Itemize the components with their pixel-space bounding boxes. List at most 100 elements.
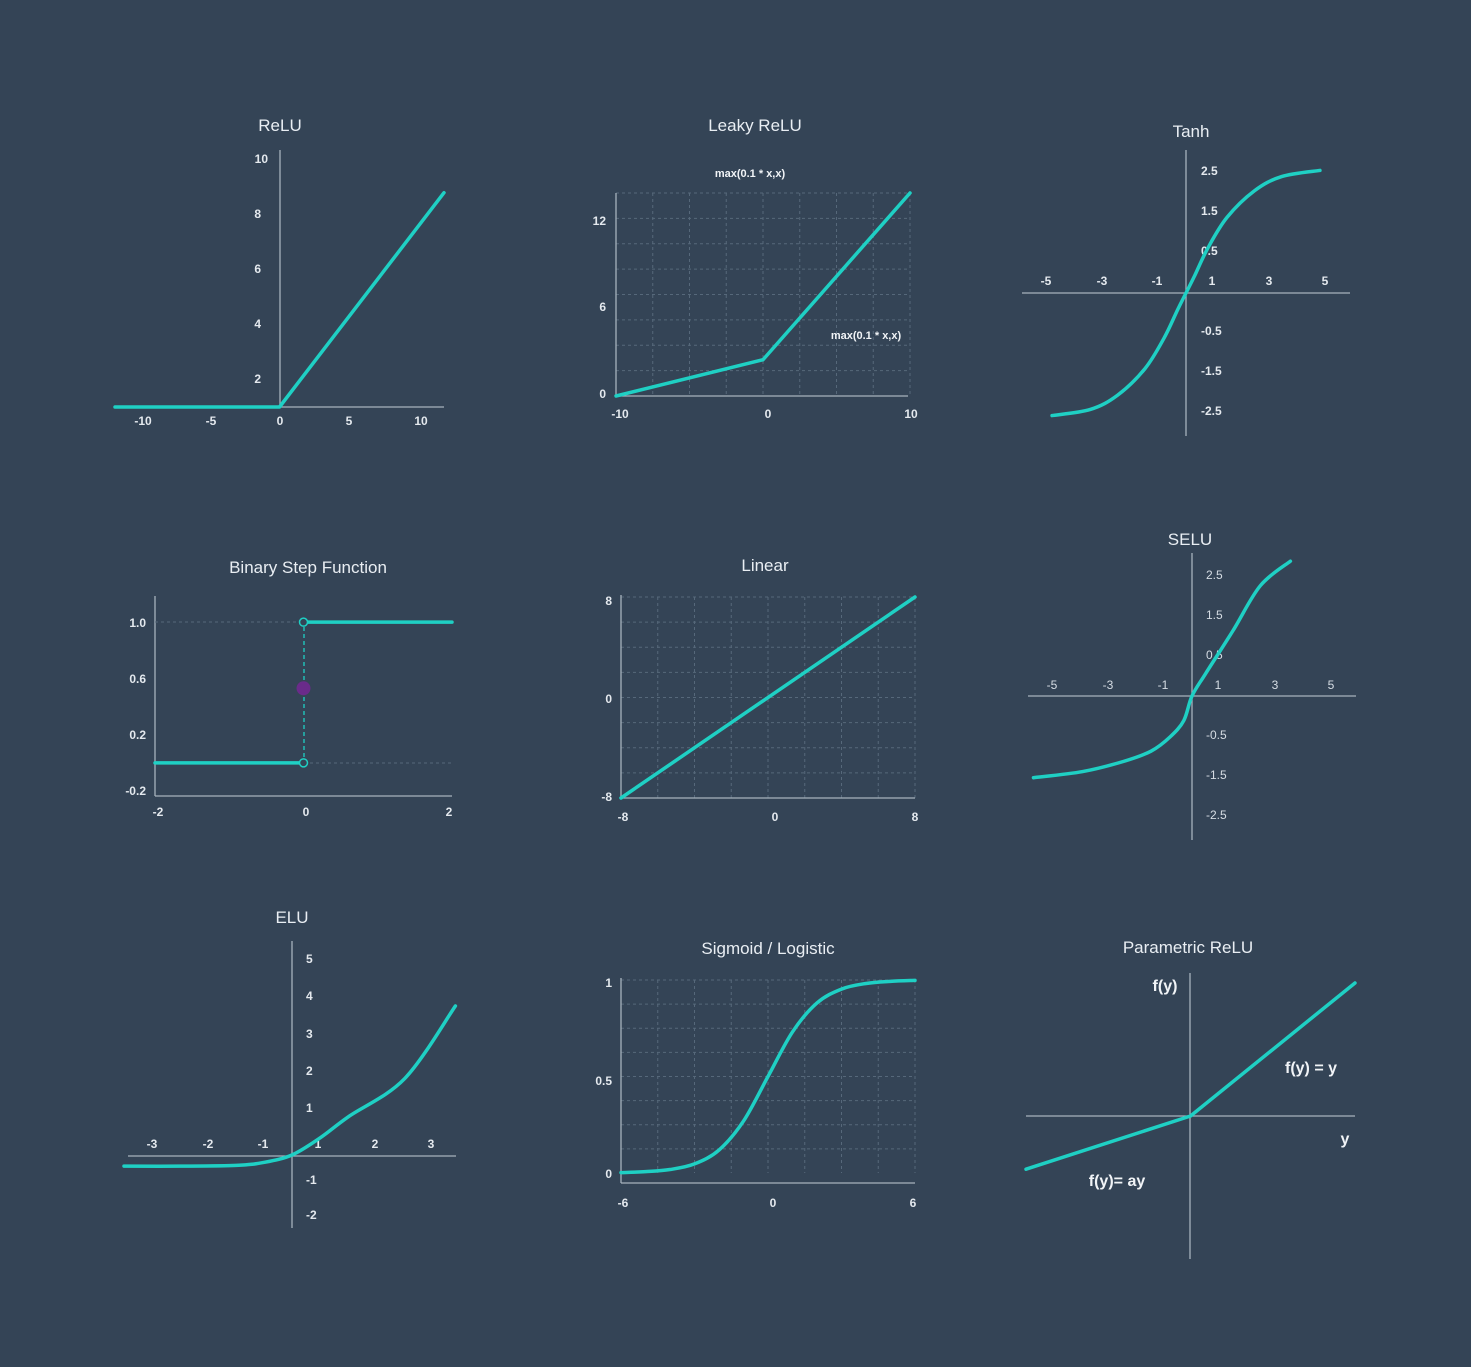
relu-series-group <box>113 190 446 409</box>
elu-xtick-label: 2 <box>372 1137 379 1151</box>
binary-step-midpoint-marker <box>296 681 311 696</box>
elu-series-line <box>122 1004 458 1168</box>
selu-ytick-label: -1.5 <box>1206 768 1227 782</box>
binary-step-endpoint-marker <box>298 758 309 768</box>
leaky-relu-xtick-label: 10 <box>904 407 918 421</box>
leaky-relu-series-line <box>614 191 912 398</box>
sigmoid-xtick-label: 6 <box>910 1196 917 1210</box>
selu-xtick-label: -1 <box>1158 678 1169 692</box>
tanh-xtick-label: 1 <box>1209 274 1216 288</box>
linear-ytick-label: 8 <box>605 594 612 608</box>
elu-xtick-label: 1 <box>315 1137 322 1151</box>
sigmoid-series-line <box>619 978 917 1175</box>
relu-xtick-label: 5 <box>346 414 353 428</box>
leaky-relu-title: Leaky ReLU <box>708 116 802 135</box>
tanh-ytick-label: -1.5 <box>1201 364 1222 378</box>
linear-ytick-label: 0 <box>605 692 612 706</box>
parametric-relu-chart: Parametric ReLU f(y) y f(y) = y f(y)= ay <box>1024 938 1357 1259</box>
tanh-series-line <box>1050 168 1322 418</box>
elu-series-group <box>122 1004 458 1168</box>
tanh-ytick-label: -0.5 <box>1201 324 1222 338</box>
relu-title: ReLU <box>258 116 301 135</box>
linear-series-group <box>619 595 917 800</box>
relu-xtick-label: -10 <box>134 414 152 428</box>
linear-chart: Linear -8 0 8 8 0 -8 <box>601 556 918 824</box>
selu-ytick-label: 1.5 <box>1206 608 1223 622</box>
leaky-relu-xtick-label: -10 <box>611 407 629 421</box>
relu-ytick-label: 2 <box>254 372 261 386</box>
tanh-ytick-label: -2.5 <box>1201 404 1222 418</box>
elu-xtick-label: -2 <box>203 1137 214 1151</box>
relu-ytick-label: 6 <box>254 262 261 276</box>
elu-xtick-label: -1 <box>258 1137 269 1151</box>
selu-series-line <box>1031 559 1293 780</box>
selu-ytick-label: -0.5 <box>1206 728 1227 742</box>
binary-step-xtick-label: -2 <box>153 805 164 819</box>
linear-ytick-label: -8 <box>601 790 612 804</box>
selu-series-group <box>1031 559 1293 780</box>
selu-xtick-label: 1 <box>1215 678 1222 692</box>
tanh-xtick-label: -5 <box>1041 274 1052 288</box>
linear-series-line <box>619 595 917 800</box>
selu-chart: SELU -5 -3 -1 1 3 5 2.5 1.5 0.5 -0.5 -1.… <box>1028 530 1356 840</box>
linear-xtick-label: 0 <box>772 810 779 824</box>
parametric-relu-ylabel: f(y) <box>1153 978 1178 995</box>
relu-series-line <box>113 190 446 409</box>
relu-xtick-label: 0 <box>277 414 284 428</box>
linear-xtick-label: -8 <box>618 810 629 824</box>
elu-xtick-label: -3 <box>147 1137 158 1151</box>
selu-ytick-label: -2.5 <box>1206 808 1227 822</box>
elu-ytick-label: 2 <box>306 1064 313 1078</box>
sigmoid-series-group <box>619 978 917 1175</box>
elu-xtick-label: 3 <box>428 1137 435 1151</box>
sigmoid-ytick-label: 1 <box>605 976 612 990</box>
tanh-xtick-label: -1 <box>1152 274 1163 288</box>
parametric-relu-xlabel: y <box>1341 1131 1350 1148</box>
elu-ytick-label: 5 <box>306 952 313 966</box>
tanh-xtick-label: -3 <box>1097 274 1108 288</box>
binary-step-title: Binary Step Function <box>229 558 387 577</box>
parametric-relu-title: Parametric ReLU <box>1123 938 1253 957</box>
tanh-series-group <box>1050 168 1322 418</box>
relu-ytick-label: 8 <box>254 207 261 221</box>
leaky-relu-grid <box>616 192 911 396</box>
leaky-relu-xtick-label: 0 <box>765 407 772 421</box>
leaky-relu-formula-right: max(0.1 * x,x) <box>831 330 902 342</box>
binary-step-ytick-label: 0.2 <box>129 728 146 742</box>
selu-ytick-label: 2.5 <box>1206 568 1223 582</box>
parametric-relu-negative-formula: f(y)= ay <box>1089 1173 1146 1190</box>
sigmoid-chart: Sigmoid / Logistic -6 0 6 1 0.5 0 <box>595 939 917 1210</box>
sigmoid-title: Sigmoid / Logistic <box>701 939 835 958</box>
leaky-relu-ytick-label: 0 <box>599 387 606 401</box>
elu-ytick-label: -1 <box>306 1173 317 1187</box>
binary-step-ytick-label: 1.0 <box>129 616 146 630</box>
binary-step-chart: Binary Step Function -2 0 2 1.0 0.6 0.2 … <box>125 558 454 819</box>
binary-step-endpoint-marker <box>298 617 309 627</box>
leaky-relu-ytick-label: 12 <box>593 214 607 228</box>
tanh-ytick-label: 1.5 <box>1201 204 1218 218</box>
elu-ytick-label: 3 <box>306 1027 313 1041</box>
relu-ytick-label: 10 <box>255 152 269 166</box>
selu-xtick-label: 5 <box>1328 678 1335 692</box>
elu-ytick-label: -2 <box>306 1208 317 1222</box>
sigmoid-ytick-label: 0 <box>605 1167 612 1181</box>
binary-step-ytick-label: -0.2 <box>125 784 146 798</box>
tanh-xtick-label: 3 <box>1266 274 1273 288</box>
parametric-relu-positive-formula: f(y) = y <box>1285 1060 1337 1077</box>
elu-chart: ELU -3 -2 -1 1 2 3 5 4 3 2 1 -1 -2 <box>122 908 458 1228</box>
parametric-relu-series-group <box>1024 981 1357 1171</box>
tanh-xtick-label: 5 <box>1322 274 1329 288</box>
tanh-ytick-label: 2.5 <box>1201 164 1218 178</box>
selu-xtick-label: -5 <box>1047 678 1058 692</box>
elu-title: ELU <box>275 908 308 927</box>
sigmoid-xtick-label: 0 <box>770 1196 777 1210</box>
relu-ytick-label: 4 <box>254 317 261 331</box>
relu-xtick-label: 10 <box>414 414 428 428</box>
selu-xtick-label: 3 <box>1272 678 1279 692</box>
binary-step-series-group <box>153 617 454 768</box>
tanh-title: Tanh <box>1173 122 1210 141</box>
leaky-relu-chart: Leaky ReLU -10 0 10 0 6 12 max(0.1 * x,x… <box>593 116 918 421</box>
sigmoid-xtick-label: -6 <box>618 1196 629 1210</box>
linear-title: Linear <box>741 556 789 575</box>
